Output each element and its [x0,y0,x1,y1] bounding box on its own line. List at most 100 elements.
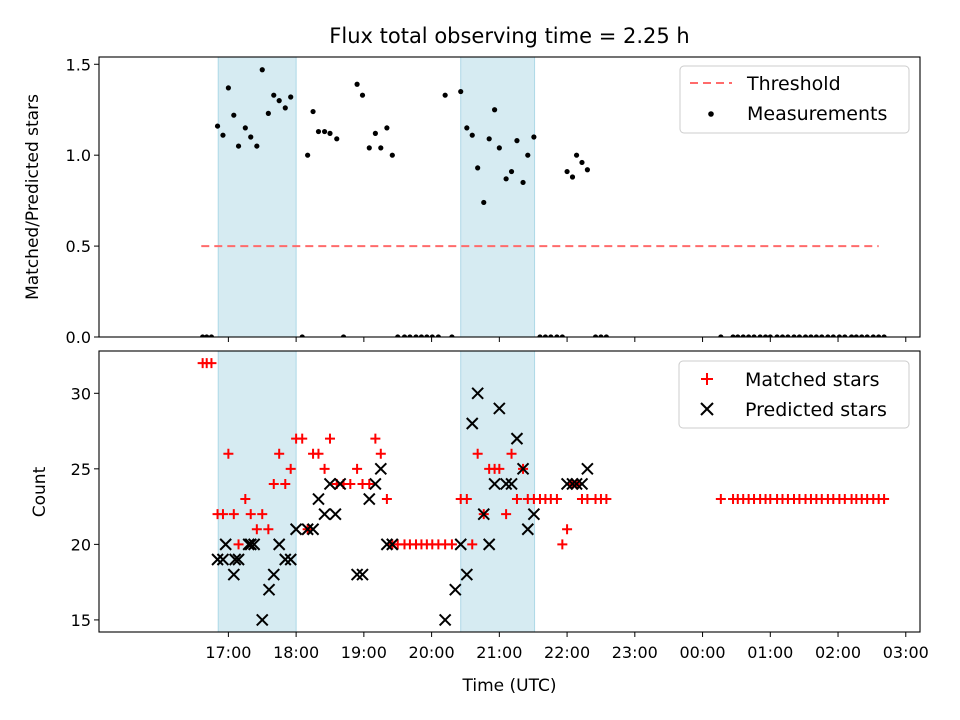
predicted-star-marker [329,507,342,521]
measurement-point [334,136,340,142]
top-shaded-interval-1 [460,57,536,337]
matched-star-marker [251,524,262,535]
measurement-point [825,334,831,337]
measurement-point [254,143,260,149]
measurement-point [214,123,221,129]
measurement-point [730,334,736,337]
matched-star-marker [280,478,291,489]
legend-threshold-label: Threshold [746,73,841,95]
matched-star-marker [715,494,726,505]
measurement-point [779,334,786,337]
matched-star-marker [557,539,568,550]
x-tick-label: 02:00 [815,643,861,662]
matched-star-marker [375,448,386,459]
predicted-star-marker [575,477,589,491]
measurement-point [248,134,254,140]
measurement-point [718,334,724,337]
matched-star-marker [501,509,512,520]
predicted-star-marker [438,613,452,627]
measurement-point [876,334,882,337]
x-tick-label: 23:00 [612,643,658,662]
measurement-point [836,334,842,337]
predicted-star-marker [301,523,314,536]
predicted-star-marker [482,538,496,551]
matched-star-marker [494,463,505,474]
measurement-point [848,334,855,337]
top-plot-frame [98,56,921,338]
x-tick-label: 22:00 [544,643,590,662]
matched-star-marker [551,494,562,505]
x-tick-label: 20:00 [409,643,455,662]
predicted-star-marker [323,477,337,491]
measurement-point [469,132,475,138]
legend-matched-label: Matched stars [745,369,879,391]
matched-star-marker [461,494,472,505]
top-legend: Threshold Measurements [679,65,910,134]
legend-matched-swatch [701,373,713,385]
measurement-point [554,334,560,337]
measurement-point [475,165,481,171]
x-tick-label: 17:00 [205,643,251,662]
measurement-point [762,334,769,337]
predicted-star-marker [211,553,224,566]
predicted-star-marker [356,568,369,581]
predicted-star-marker [242,538,255,551]
measurement-point [429,334,435,337]
measurement-point [802,334,809,337]
measurement-point [305,152,311,158]
predicted-star-marker [454,538,467,551]
measurement-point [481,199,487,206]
predicted-star-marker [566,477,579,491]
matched-star-marker [352,463,363,474]
measurement-point [542,334,549,337]
legend-predicted-swatch [700,402,714,416]
matched-star-marker [268,478,279,489]
measurement-point [514,138,520,144]
predicted-star-marker [350,568,364,581]
measurement-point [767,334,773,337]
measurement-point [740,334,746,337]
matched-star-marker [345,478,356,489]
predicted-star-marker [232,553,245,566]
predicted-star-marker [516,462,530,476]
measurement-point [413,334,419,337]
measurement-point [340,334,347,337]
measurement-point [220,132,226,138]
top-y-tick-label: 1.5 [66,55,91,74]
predicted-star-marker [279,553,292,566]
predicted-star-marker [216,553,230,566]
predicted-star-marker [363,492,376,506]
measurement-point [378,145,384,151]
x-tick-label: 21:00 [476,643,522,662]
bottom-legend: Matched stars Predicted stars [678,360,910,429]
matched-star-marker [562,524,573,535]
measurement-point [579,159,585,166]
measurement-point [389,152,395,158]
measurement-point [435,334,441,337]
measurement-point [424,334,430,337]
measurement-point [242,125,248,131]
measurement-point [751,334,757,337]
legend-predicted-label: Predicted stars [745,399,887,421]
x-tick-label: 18:00 [273,643,319,662]
measurement-point [864,334,870,337]
measurement-point [881,334,887,337]
predicted-star-marker [244,538,257,551]
matched-star-marker [240,494,251,505]
measurement-point [503,176,509,182]
measurement-point [859,334,865,337]
predicted-star-marker [374,462,388,476]
bottom-y-axis-label: Count [30,466,50,517]
matched-star-marker [223,448,234,459]
measurement-point [508,168,515,175]
matched-star-marker [257,509,268,520]
predicted-star-marker [527,507,541,521]
measurement-point [458,88,464,95]
predicted-star-marker [227,568,241,581]
predicted-star-marker [477,507,490,521]
measurement-point [520,179,526,186]
matched-star-marker [233,539,244,550]
predicted-star-marker [560,477,574,491]
measurement-point [796,334,803,337]
